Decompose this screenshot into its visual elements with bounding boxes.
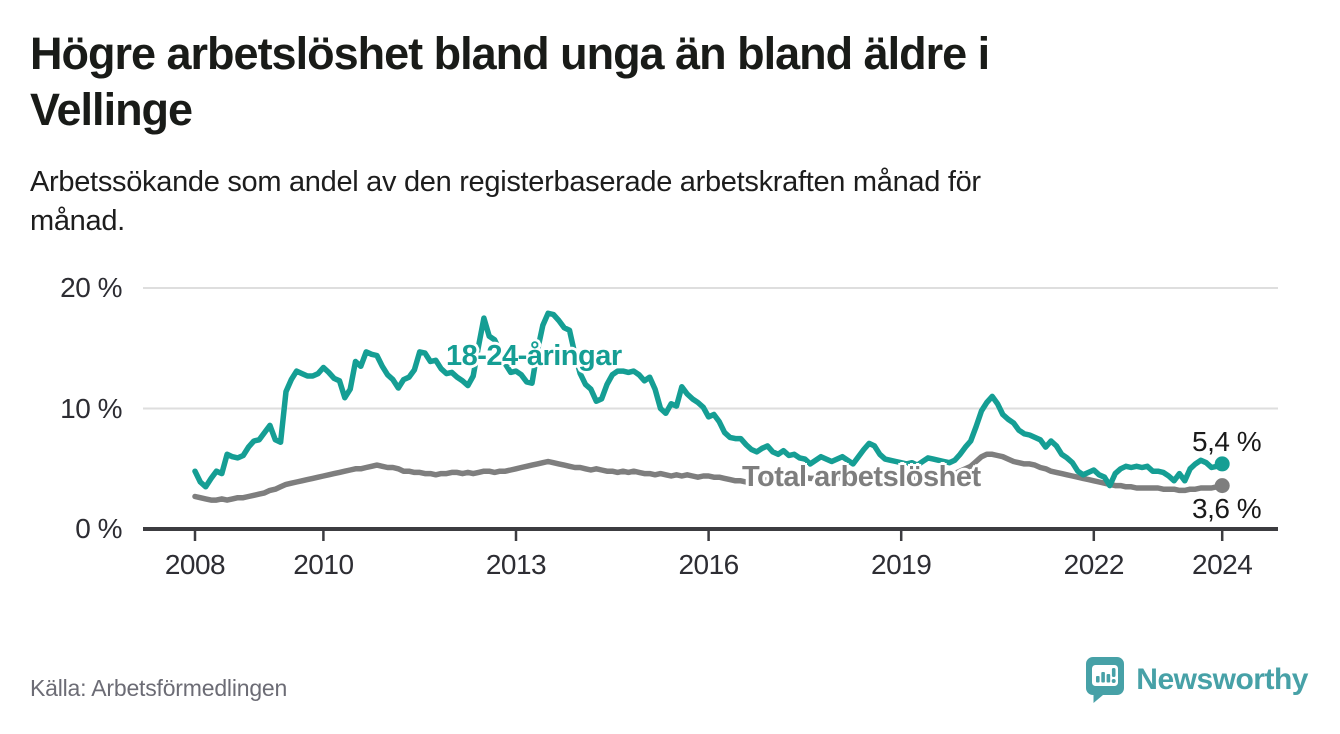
end-value-label-total: 3,6 % [1192, 493, 1262, 524]
series-endpoint-dot-18-24-åringar [1214, 456, 1230, 472]
series-line-Total arbetslöshet [192, 451, 1225, 503]
title-line-1: Högre arbetslöshet bland unga än bland ä… [30, 28, 990, 79]
newsworthy-logo-text: Newsworthy [1136, 663, 1308, 696]
series-endpoint-dot-Total arbetslöshet [1214, 478, 1230, 494]
x-axis-tick-label: 2022 [1063, 549, 1125, 580]
subtitle-line-2: månad. [30, 205, 125, 237]
series-label-total: Total arbetslöshet [742, 461, 981, 493]
title-line-2: Vellinge [30, 84, 193, 135]
page-title: Högre arbetslöshet bland unga än bland ä… [30, 26, 990, 138]
x-axis-tick-label: 2008 [164, 549, 226, 580]
y-axis-tick-label: 10 % [60, 392, 122, 424]
x-axis-tick-label: 2013 [485, 549, 547, 580]
series-line-18-24-åringar [192, 310, 1225, 490]
newsworthy-logo: Newsworthy [1086, 656, 1308, 704]
y-axis-tick-label: 20 % [60, 272, 122, 303]
series-label-18-24: 18-24-åringar [446, 340, 622, 372]
x-axis-tick-label: 2019 [871, 549, 932, 580]
x-axis-tick-label: 2010 [293, 549, 354, 580]
subtitle-line-1: Arbetssökande som andel av den registerb… [30, 166, 981, 198]
y-axis-tick-label: 0 % [75, 513, 122, 544]
x-axis-tick-label: 2024 [1192, 549, 1253, 580]
newsworthy-logo-icon [1086, 657, 1125, 703]
end-value-label-18-24: 5,4 % [1192, 426, 1262, 457]
x-axis-tick-label: 2016 [678, 549, 739, 580]
chart-subtitle: Arbetssökande som andel av den registerb… [30, 163, 981, 241]
source-credit: Källa: Arbetsförmedlingen [30, 675, 288, 701]
